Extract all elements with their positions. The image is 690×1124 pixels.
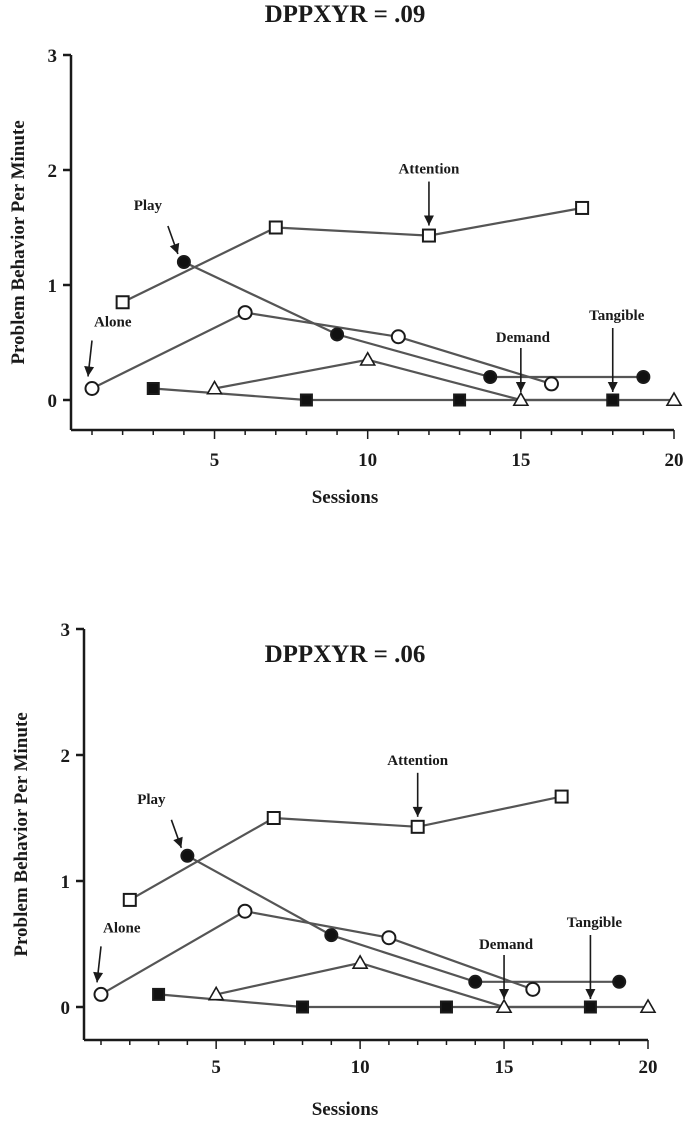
data-point-tangible xyxy=(152,987,166,1001)
annotation-arrowhead-alone xyxy=(93,971,104,983)
data-point-demand xyxy=(495,998,513,1014)
annotation-arrowhead-play xyxy=(169,242,180,254)
data-point-demand xyxy=(206,379,223,395)
data-point-demand xyxy=(639,998,657,1014)
y-tick-label: 1 xyxy=(61,872,71,893)
series-line-alone xyxy=(91,311,552,390)
x-tick-label: 10 xyxy=(351,1057,370,1078)
data-point-alone xyxy=(525,981,541,997)
data-point-tangible xyxy=(296,1000,310,1014)
annotation-label-tangible: Tangible xyxy=(567,915,623,931)
x-tick-label: 20 xyxy=(639,1057,658,1078)
x-tick-label: 5 xyxy=(211,1057,221,1078)
data-point-alone xyxy=(237,903,253,919)
annotation-label-alone: Alone xyxy=(94,315,132,331)
data-point-tangible xyxy=(439,1000,453,1014)
data-point-play xyxy=(330,327,345,342)
x-tick-label: 5 xyxy=(210,450,220,471)
chart-title: DPPXYR = .09 xyxy=(265,1,426,28)
x-tick-label: 20 xyxy=(665,450,684,471)
annotation-arrowhead-demand xyxy=(499,989,510,999)
annotation-label-demand: Demand xyxy=(479,937,534,953)
annotation-arrowhead-tangible xyxy=(585,989,596,999)
annotation-arrowhead-alone xyxy=(84,366,95,377)
data-point-play xyxy=(468,974,483,989)
x-tick-label: 15 xyxy=(511,450,530,471)
series-line-play xyxy=(183,261,644,379)
annotation-arrowhead-attention xyxy=(412,806,423,817)
series-line-attention xyxy=(129,795,562,901)
data-point-attention xyxy=(266,811,281,825)
x-axis-label: Sessions xyxy=(312,1099,379,1120)
data-point-attention xyxy=(268,220,283,235)
series-line-tangible xyxy=(153,387,613,402)
series-line-demand xyxy=(214,358,674,402)
chart-panel-2: DPPXYR = .06 0 1 2 3 5 10 15 20 Sessions Problem B… xyxy=(11,620,658,1120)
data-point-play xyxy=(636,370,651,384)
data-point-attention xyxy=(575,200,590,215)
series-line-attention xyxy=(122,206,583,304)
data-point-alone xyxy=(84,381,100,396)
y-tick-label: 0 xyxy=(61,998,71,1019)
annotation-arrowhead-attention xyxy=(423,215,434,226)
annotation-label-alone: Alone xyxy=(103,920,141,936)
annotation-label-attention: Attention xyxy=(387,753,448,769)
series-line-play xyxy=(186,854,620,983)
annotation-label-play: Play xyxy=(134,198,163,214)
annotation-label-attention: Attention xyxy=(399,162,460,178)
y-tick-label: 3 xyxy=(48,46,58,67)
data-point-play xyxy=(483,370,498,384)
data-point-play xyxy=(176,255,191,269)
data-point-alone xyxy=(381,930,397,946)
data-point-attention xyxy=(421,228,436,243)
data-point-attention xyxy=(410,819,425,834)
data-point-attention xyxy=(554,789,569,804)
data-point-play xyxy=(612,974,627,989)
data-point-tangible xyxy=(606,393,620,407)
y-tick-label: 1 xyxy=(48,276,58,297)
data-point-alone xyxy=(543,376,559,392)
annotation-label-play: Play xyxy=(137,792,166,808)
series-line-alone xyxy=(100,910,534,996)
chart-panel-1: DPPXYR = .09 0 1 2 3 5 10 15 20 Sessions Problem B… xyxy=(8,1,684,508)
series-line-tangible xyxy=(158,993,591,1009)
annotation-label-demand: Demand xyxy=(496,330,551,346)
data-point-demand xyxy=(359,351,377,366)
data-point-demand xyxy=(665,391,683,407)
data-point-tangible xyxy=(299,393,313,407)
data-point-demand xyxy=(351,954,369,969)
data-point-tangible xyxy=(146,382,160,395)
data-point-demand xyxy=(207,985,225,1001)
data-point-alone xyxy=(93,986,109,1002)
x-axis-label: Sessions xyxy=(312,487,379,508)
annotation-arrowhead-tangible xyxy=(607,382,618,392)
data-point-demand xyxy=(512,391,530,407)
data-point-tangible xyxy=(583,1000,597,1014)
y-tick-label: 3 xyxy=(61,620,71,641)
annotation-arrowhead-play xyxy=(173,836,183,848)
y-axis-label: Problem Behavior Per Minute xyxy=(8,120,29,364)
data-point-tangible xyxy=(453,393,467,407)
annotation-arrowhead-demand xyxy=(515,382,526,392)
x-tick-label: 10 xyxy=(358,450,377,471)
chart-title: DPPXYR = .06 xyxy=(265,641,426,668)
y-tick-label: 2 xyxy=(48,161,58,182)
data-point-play xyxy=(180,848,195,863)
data-point-alone xyxy=(390,329,406,345)
y-tick-label: 2 xyxy=(61,746,71,767)
y-tick-label: 0 xyxy=(48,391,58,412)
data-point-play xyxy=(324,928,339,943)
annotation-label-tangible: Tangible xyxy=(589,308,645,324)
y-axis-label: Problem Behavior Per Minute xyxy=(11,712,32,956)
x-tick-label: 15 xyxy=(495,1057,514,1078)
data-point-alone xyxy=(237,305,253,321)
series-line-demand xyxy=(215,961,648,1009)
data-point-attention xyxy=(115,295,130,310)
data-point-attention xyxy=(122,892,137,907)
